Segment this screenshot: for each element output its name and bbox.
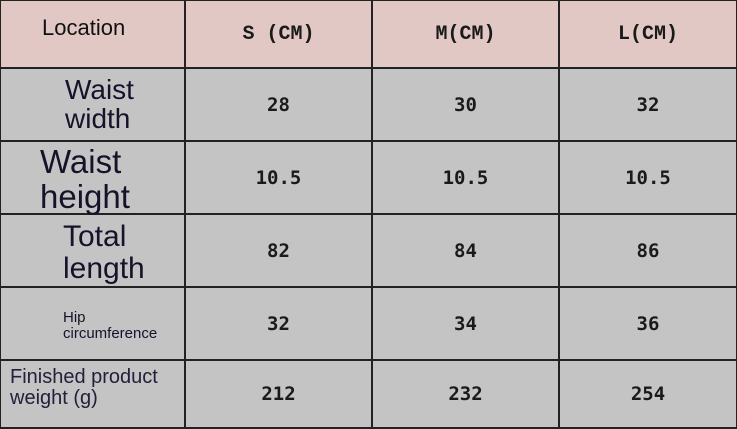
cell-l: 36: [558, 286, 737, 361]
cell-m: 84: [371, 213, 560, 288]
table-row: Waist width 28 30 32: [0, 67, 737, 142]
label-line: weight (g): [10, 387, 98, 409]
table-row: Finished product weight (g) 212 232 254: [0, 359, 737, 429]
label-line: Total: [63, 220, 127, 253]
header-row: Location S (CM) M(CM) L(CM): [0, 0, 737, 69]
cell-m: 10.5: [371, 140, 560, 215]
header-label: Location: [42, 15, 126, 40]
table-row: Waist height 10.5 10.5 10.5: [0, 140, 737, 215]
cell-l: 254: [558, 359, 737, 429]
label-line: Waist: [40, 143, 122, 180]
cell-s: 212: [184, 359, 373, 429]
label-line: circumference: [63, 324, 158, 342]
cell-s: 32: [184, 286, 373, 361]
label-line: height: [40, 177, 130, 215]
label-line: width: [65, 103, 131, 135]
header-l: L(CM): [558, 0, 737, 69]
cell-m: 232: [371, 359, 560, 429]
table-row: Total length 82 84 86: [0, 213, 737, 288]
row-label: Waist width: [0, 67, 186, 142]
header-m: M(CM): [371, 0, 560, 69]
row-label: Hip circumference: [0, 286, 186, 361]
row-label: Total length: [0, 213, 186, 288]
table-row: Hip circumference 32 34 36: [0, 286, 737, 361]
label-line: Hip: [63, 309, 86, 326]
cell-s: 10.5: [184, 140, 373, 215]
cell-s: 82: [184, 213, 373, 288]
cell-l: 32: [558, 67, 737, 142]
label-line: Waist: [65, 74, 134, 105]
cell-m: 34: [371, 286, 560, 361]
header-location: Location: [0, 0, 186, 69]
header-s: S (CM): [184, 0, 373, 69]
row-label: Waist height: [0, 140, 186, 215]
cell-m: 30: [371, 67, 560, 142]
label-line: length: [63, 251, 145, 285]
row-label: Finished product weight (g): [0, 359, 186, 429]
cell-s: 28: [184, 67, 373, 142]
label-line: Finished product: [10, 366, 158, 388]
cell-l: 10.5: [558, 140, 737, 215]
cell-l: 86: [558, 213, 737, 288]
